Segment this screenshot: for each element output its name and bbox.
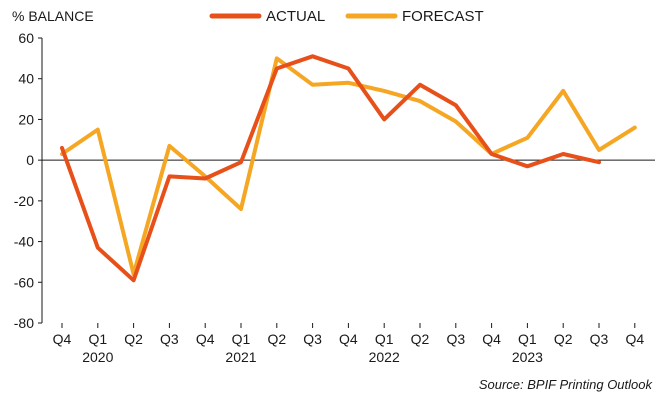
x-tick-label: Q2 <box>267 331 286 347</box>
x-tick-label: Q4 <box>53 331 72 347</box>
x-tick-label: Q2 <box>411 331 430 347</box>
series-line-forecast <box>60 56 637 277</box>
y-tick-label: 60 <box>18 30 34 46</box>
axes: 60 40 20 0 -20 -40 -60 -80 <box>14 30 655 331</box>
x-tick-label: Q1 <box>518 331 537 347</box>
source-note: Source: BPIF Printing Outlook <box>479 377 654 392</box>
x-axis-labels: Q4 Q1 Q2 Q3 Q4 Q1 Q2 Q3 Q4 Q1 Q2 Q3 Q4 Q1 Q2 Q3 Q4 2020 20… <box>53 331 645 365</box>
x-tick-label: Q4 <box>625 331 644 347</box>
x-year-label: 2022 <box>369 349 400 365</box>
x-year-label: 2020 <box>82 349 113 365</box>
x-tick-label: Q4 <box>339 331 358 347</box>
x-tick-label: Q3 <box>446 331 465 347</box>
y-tick-label: 0 <box>26 152 34 168</box>
y-tick-label: -60 <box>14 274 34 290</box>
x-tick-label: Q4 <box>482 331 501 347</box>
x-tick-label: Q4 <box>196 331 215 347</box>
x-tick-label: Q2 <box>124 331 143 347</box>
legend-label-forecast: FORECAST <box>402 8 484 25</box>
x-tick-label: Q3 <box>160 331 179 347</box>
y-tick-label: -20 <box>14 193 34 209</box>
series-layer <box>60 54 637 283</box>
y-tick-label: 40 <box>18 71 34 87</box>
x-tick-label: Q1 <box>232 331 251 347</box>
x-tick-label: Q2 <box>554 331 573 347</box>
legend: ACTUAL FORECAST <box>209 8 484 25</box>
x-year-label: 2023 <box>512 349 543 365</box>
x-year-label: 2021 <box>225 349 256 365</box>
series-line-actual <box>60 54 601 283</box>
y-tick-label: 20 <box>18 111 34 127</box>
y-tick-label: -40 <box>14 234 34 250</box>
y-tick-label: -80 <box>14 315 34 331</box>
y-axis-title: % BALANCE <box>12 8 94 24</box>
x-tick-label: Q3 <box>303 331 322 347</box>
x-tick-label: Q3 <box>590 331 609 347</box>
x-tick-label: Q1 <box>88 331 107 347</box>
legend-label-actual: ACTUAL <box>266 8 325 25</box>
x-tick-label: Q1 <box>375 331 394 347</box>
